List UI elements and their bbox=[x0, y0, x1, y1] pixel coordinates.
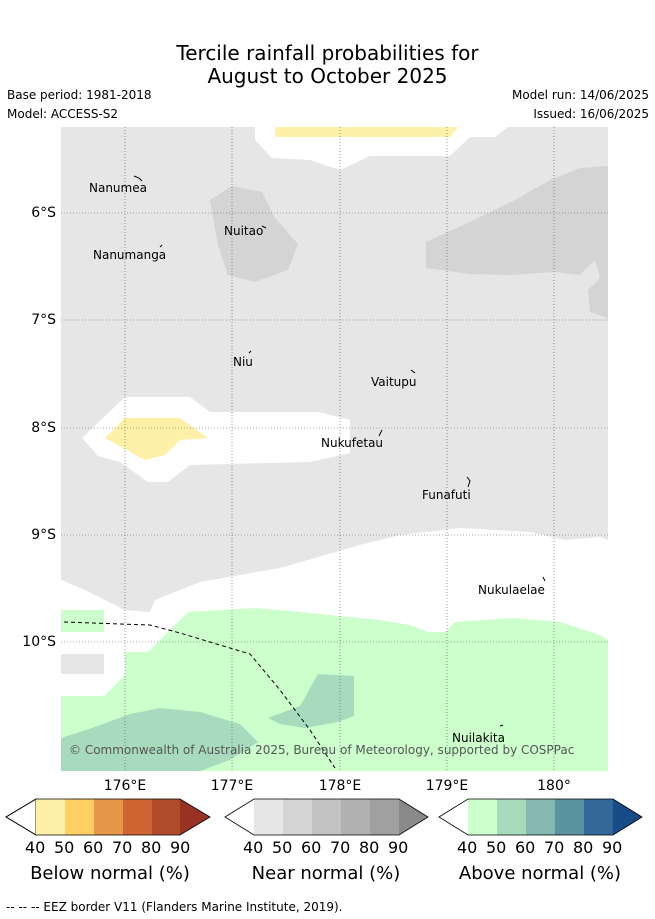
issued-date: Issued: 16/06/2025 bbox=[533, 107, 649, 121]
colorbar-above-tick-40: 40 bbox=[457, 838, 478, 857]
colorbar-below-tick-60: 60 bbox=[83, 838, 104, 857]
island-nanumea-shape bbox=[133, 175, 143, 182]
near-normal-patch-south bbox=[61, 654, 104, 674]
colorbar-above-tick-70: 70 bbox=[544, 838, 565, 857]
colorbar-below-label: Below normal (%) bbox=[30, 863, 190, 884]
colorbar-near-outline bbox=[224, 798, 429, 836]
colorbar-below-bin-80 bbox=[152, 799, 180, 835]
below-normal-40-region-central bbox=[105, 418, 208, 460]
base-period: Base period: 1981-2018 bbox=[7, 88, 152, 102]
place-funafuti: Funafuti bbox=[422, 488, 471, 502]
colorbar-below-tick-50: 50 bbox=[54, 838, 75, 857]
place-nanumea: Nanumea bbox=[89, 181, 147, 195]
place-nanumanga: Nanumanga bbox=[93, 248, 166, 262]
colorbar-above-under-arrow bbox=[439, 799, 468, 835]
colorbar-near-tick-80: 80 bbox=[359, 838, 380, 857]
place-nuilakita: Nuilakita bbox=[452, 731, 505, 745]
above-normal-50-region-east bbox=[268, 674, 354, 728]
above-normal-50-region-west bbox=[61, 708, 258, 771]
island-niu-shape bbox=[248, 350, 252, 354]
lat-label-8s: 8°S bbox=[31, 420, 56, 436]
map-title-line1: Tercile rainfall probabilities for bbox=[176, 41, 479, 65]
colorbar-near-label: Near normal (%) bbox=[251, 863, 401, 884]
colorbar-below-tick-90: 90 bbox=[170, 838, 191, 857]
colorbar-above-label: Above normal (%) bbox=[458, 863, 622, 884]
lat-label-9s: 9°S bbox=[31, 527, 56, 543]
colorbar-near-bin-60 bbox=[312, 799, 341, 835]
colorbar-below-under-arrow bbox=[5, 798, 37, 836]
colorbar-below-outline bbox=[5, 798, 211, 836]
place-nukufetau: Nukufetau bbox=[321, 436, 383, 450]
model-run: Model run: 14/06/2025 bbox=[511, 88, 649, 102]
copyright-notice: © Commonwealth of Australia 2025, Bureau… bbox=[69, 743, 574, 757]
colorbar-below-tick-40: 40 bbox=[25, 838, 46, 857]
colorbar-above-outline bbox=[438, 798, 643, 836]
lon-label-180: 180° bbox=[537, 778, 571, 794]
colorbar-near-over-arrow bbox=[399, 799, 428, 835]
colorbar-near bbox=[224, 798, 429, 836]
colorbar-near-bin-70 bbox=[341, 799, 370, 835]
island-nanumanga-shape bbox=[159, 244, 163, 248]
near-normal-50-region-east bbox=[426, 166, 608, 318]
island-funafuti-shape bbox=[466, 476, 471, 488]
colorbar-below bbox=[5, 798, 211, 836]
eez-border bbox=[63, 621, 336, 769]
colorbar-below-bin-70 bbox=[123, 799, 152, 835]
no-dominant-region-north bbox=[255, 127, 508, 170]
place-vaitupu: Vaitupu bbox=[371, 375, 417, 389]
colorbar-near-tick-70: 70 bbox=[330, 838, 351, 857]
lat-label-10s: 10°S bbox=[22, 634, 56, 650]
colorbar-below-bin-60 bbox=[94, 799, 123, 835]
lon-label-177e: 177°E bbox=[210, 778, 254, 794]
colorbar-near-tick-90: 90 bbox=[388, 838, 409, 857]
colorbar-near-under-arrow bbox=[225, 799, 254, 835]
island-nukulaelae-shape bbox=[542, 576, 546, 582]
colorbar-above-over-arrow bbox=[613, 799, 642, 835]
colorbar-above-tick-80: 80 bbox=[573, 838, 594, 857]
colorbar-near-bin-40 bbox=[254, 799, 283, 835]
colorbar-above-bin-60 bbox=[526, 799, 555, 835]
place-niu: Niu bbox=[233, 355, 253, 369]
island-nuilakita-shape bbox=[499, 724, 504, 727]
colorbar-above-tick-60: 60 bbox=[515, 838, 536, 857]
colorbar-below-tick-80: 80 bbox=[141, 838, 162, 857]
colorbar-near-bin-50 bbox=[283, 799, 312, 835]
place-nuitao: Nuitao bbox=[224, 224, 263, 238]
lon-label-178e: 178°E bbox=[318, 778, 362, 794]
colorbar-below-tick-70: 70 bbox=[112, 838, 133, 857]
lat-label-6s: 6°S bbox=[31, 205, 56, 221]
eez-footnote: -- -- -- EEZ border V11 (Flanders Marine… bbox=[6, 900, 343, 914]
colorbar-above bbox=[438, 798, 643, 836]
graticule bbox=[61, 127, 608, 771]
colorbar-near-tick-40: 40 bbox=[243, 838, 264, 857]
colorbar-above-bin-40 bbox=[468, 799, 497, 835]
above-normal-40-patch bbox=[61, 610, 104, 632]
model-name: Model: ACCESS-S2 bbox=[7, 107, 119, 121]
island-nuitao-shape bbox=[261, 225, 267, 229]
colorbar-above-tick-50: 50 bbox=[486, 838, 507, 857]
colorbar-below-bin-40 bbox=[36, 799, 65, 835]
island-vaitupu-shape bbox=[410, 369, 416, 374]
colorbar-above-bin-50 bbox=[497, 799, 526, 835]
colorbar-near-tick-50: 50 bbox=[272, 838, 293, 857]
colorbar-above-bin-80 bbox=[584, 799, 613, 835]
colorbar-above-bin-70 bbox=[555, 799, 584, 835]
colorbar-near-tick-60: 60 bbox=[301, 838, 322, 857]
lon-label-176e: 176°E bbox=[103, 778, 147, 794]
colorbar-above-tick-90: 90 bbox=[602, 838, 623, 857]
lon-label-179e: 179°E bbox=[425, 778, 469, 794]
colorbar-near-bin-80 bbox=[370, 799, 399, 835]
map-title-line2: August to October 2025 bbox=[207, 64, 448, 88]
below-normal-40-region-north bbox=[275, 127, 458, 137]
islands bbox=[133, 175, 546, 727]
lat-label-7s: 7°S bbox=[31, 312, 56, 328]
colorbar-below-bin-50 bbox=[65, 799, 94, 835]
place-nukulaelae: Nukulaelae bbox=[478, 583, 545, 597]
island-nukufetau-shape bbox=[378, 429, 383, 437]
colorbar-below-over-arrow bbox=[180, 799, 210, 835]
near-normal-50-region-west bbox=[210, 186, 298, 282]
